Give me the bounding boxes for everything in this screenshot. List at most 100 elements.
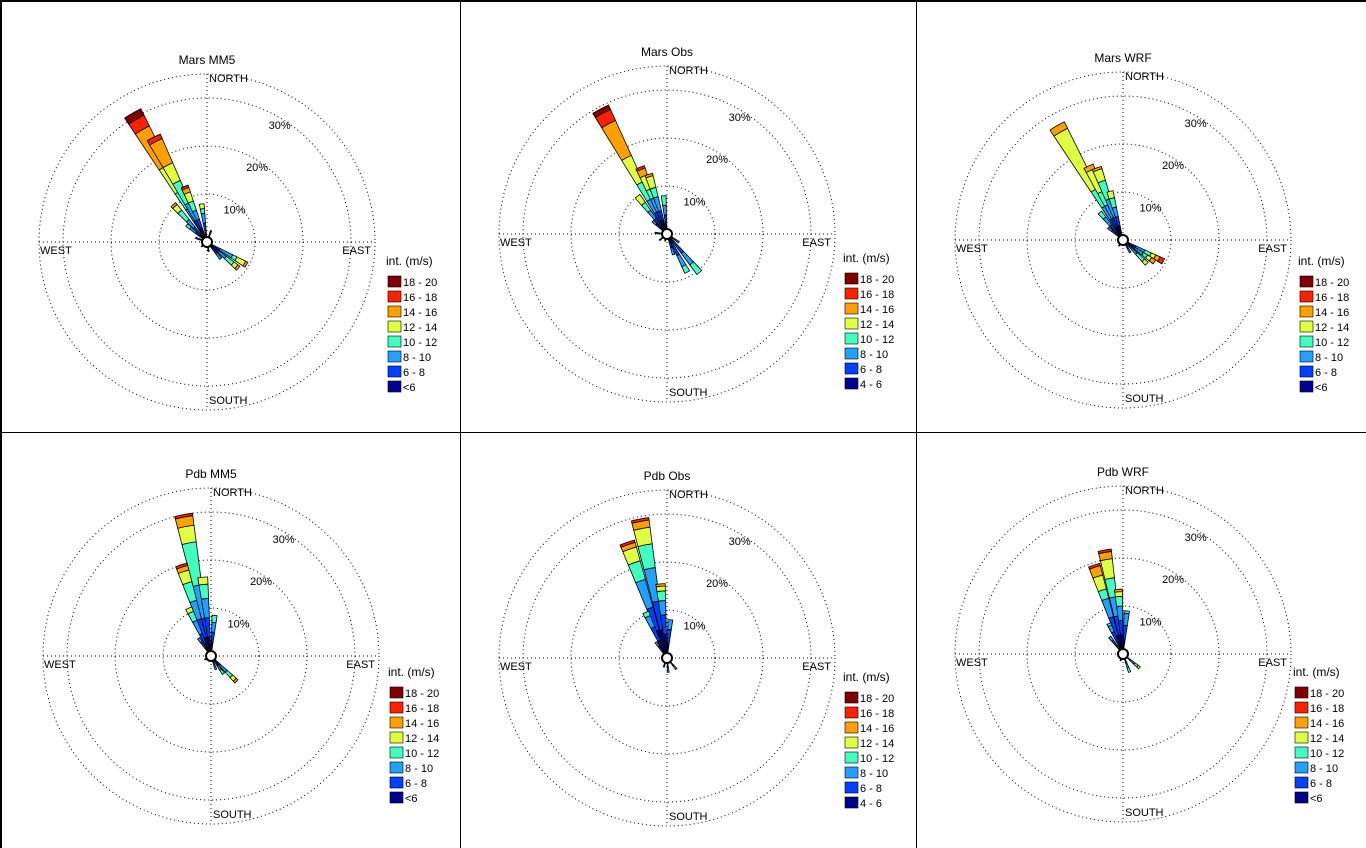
wind-petal-segment bbox=[633, 526, 653, 548]
legend-label: 8 - 10 bbox=[860, 768, 888, 780]
wind-petal-segment bbox=[630, 517, 650, 524]
wind-petal-segment bbox=[170, 201, 178, 209]
wind-petal-segment bbox=[635, 165, 646, 172]
legend-label: 6 - 8 bbox=[860, 783, 882, 795]
chart-title: Mars Obs bbox=[641, 45, 693, 59]
direction-label-north: NORTH bbox=[213, 487, 252, 499]
wind-petal-segment bbox=[654, 641, 661, 648]
wind-petal-segment bbox=[198, 203, 205, 210]
legend-label: 12 - 14 bbox=[405, 733, 439, 745]
legend-label: 10 - 12 bbox=[860, 753, 894, 765]
legend-title: int. (m/s) bbox=[1298, 254, 1345, 268]
chart-title: Mars MM5 bbox=[179, 53, 236, 67]
wind-rose-chart: Mars Obs 10% 20% 30% NORTH SOUTH WEST EAST int. … bbox=[498, 45, 894, 403]
wind-petal-segment bbox=[662, 204, 667, 216]
wind-petal-segment bbox=[175, 562, 189, 570]
frame-divider-2 bbox=[916, 0, 917, 848]
wind-petal-segment bbox=[681, 264, 691, 274]
legend-swatch bbox=[389, 791, 404, 804]
calm-circle bbox=[661, 228, 673, 240]
legend-swatch bbox=[387, 320, 402, 333]
ring-label: 20% bbox=[1162, 160, 1184, 172]
ring-label: 10% bbox=[224, 205, 246, 217]
grid-ring bbox=[498, 489, 836, 827]
legend-label: 10 - 12 bbox=[1310, 748, 1344, 760]
grid-ring bbox=[954, 71, 1292, 409]
legend-label: <6 bbox=[1310, 793, 1323, 805]
ring-label: 30% bbox=[269, 120, 291, 132]
wind-petal-segment bbox=[1114, 595, 1124, 607]
legend-swatch bbox=[1299, 320, 1314, 333]
wind-petal-segment bbox=[146, 133, 161, 142]
legend-label: 8 - 10 bbox=[1315, 352, 1343, 364]
wind-petal-segment bbox=[211, 614, 218, 624]
ring-label: 10% bbox=[1140, 617, 1162, 629]
legend-label: 16 - 18 bbox=[403, 292, 437, 304]
wind-petal-segment bbox=[634, 193, 646, 206]
direction-label-west: WEST bbox=[40, 245, 72, 257]
chart-title: Pdb Obs bbox=[644, 469, 691, 483]
wind-petal-segment bbox=[672, 664, 678, 671]
legend-swatch bbox=[389, 746, 404, 759]
legend-swatch bbox=[1299, 380, 1314, 393]
wind-rose-panel: Pdb Obs 10% 20% 30% NORTH SOUTH WEST EAST int. (… bbox=[461, 433, 916, 848]
wind-petal-segment bbox=[1097, 548, 1112, 555]
wind-rose-chart: Mars MM5 10% 20% 30% NORTH SOUTH WEST EAST int. … bbox=[38, 53, 437, 411]
chart-title: Mars WRF bbox=[1094, 51, 1151, 65]
wind-petal-segment bbox=[660, 195, 667, 206]
direction-label-east: EAST bbox=[1258, 243, 1287, 255]
legend-label: 18 - 20 bbox=[1310, 688, 1344, 700]
direction-label-east: EAST bbox=[342, 245, 371, 257]
legend-swatch bbox=[844, 706, 859, 719]
direction-label-west: WEST bbox=[44, 659, 76, 671]
wind-petal-segment bbox=[242, 260, 249, 268]
wind-petal-segment bbox=[185, 223, 192, 230]
direction-label-north: NORTH bbox=[1125, 71, 1164, 83]
wind-petal-segment bbox=[210, 641, 214, 651]
legend-label: 12 - 14 bbox=[860, 319, 894, 331]
legend-swatch bbox=[844, 796, 859, 809]
wind-petal-segment bbox=[1108, 635, 1115, 643]
calm-circle bbox=[661, 652, 673, 664]
direction-label-east: EAST bbox=[802, 661, 831, 673]
wind-petal-segment bbox=[654, 231, 661, 235]
wind-petal-segment bbox=[651, 219, 658, 226]
legend-label: 16 - 18 bbox=[860, 289, 894, 301]
calm-circle bbox=[1117, 234, 1129, 246]
wind-petal-segment bbox=[1088, 562, 1101, 570]
legend-swatch bbox=[1294, 776, 1309, 789]
wind-petal-segment bbox=[214, 251, 223, 260]
frame-row-divider bbox=[0, 432, 1366, 433]
legend-title: int. (m/s) bbox=[386, 254, 433, 268]
wind-petal-segment bbox=[619, 539, 636, 548]
direction-label-east: EAST bbox=[1258, 657, 1287, 669]
wind-petal-segment bbox=[665, 223, 668, 229]
direction-label-west: WEST bbox=[956, 657, 988, 669]
legend-title: int. (m/s) bbox=[1293, 665, 1340, 679]
legend-swatch bbox=[387, 275, 402, 288]
wind-rose-panel: Mars WRF 10% 20% 30% NORTH SOUTH WEST EAST int. … bbox=[917, 2, 1366, 432]
legend-swatch bbox=[389, 686, 404, 699]
wind-petal-segment bbox=[1106, 622, 1113, 628]
wind-petal-segment bbox=[210, 631, 216, 643]
legend-label: 8 - 10 bbox=[1310, 763, 1338, 775]
wind-petal-segment bbox=[185, 606, 195, 615]
legend-label: 18 - 20 bbox=[405, 688, 439, 700]
wind-petal-segment bbox=[232, 677, 239, 684]
direction-label-west: WEST bbox=[500, 661, 532, 673]
direction-label-west: WEST bbox=[956, 243, 988, 255]
legend-swatch bbox=[844, 287, 859, 300]
direction-label-south: SOUTH bbox=[669, 387, 708, 399]
legend-title: int. (m/s) bbox=[388, 665, 435, 679]
grid-ring bbox=[38, 73, 376, 411]
legend-swatch bbox=[1294, 761, 1309, 774]
legend-swatch bbox=[844, 751, 859, 764]
legend-label: 16 - 18 bbox=[1315, 292, 1349, 304]
wind-petal-segment bbox=[200, 212, 206, 224]
ring-label: 20% bbox=[706, 154, 728, 166]
wind-petal-segment bbox=[213, 664, 218, 671]
ring-label: 20% bbox=[1162, 574, 1184, 586]
legend-label: 10 - 12 bbox=[1315, 337, 1349, 349]
direction-label-south: SOUTH bbox=[213, 809, 252, 821]
legend-swatch bbox=[1299, 275, 1314, 288]
